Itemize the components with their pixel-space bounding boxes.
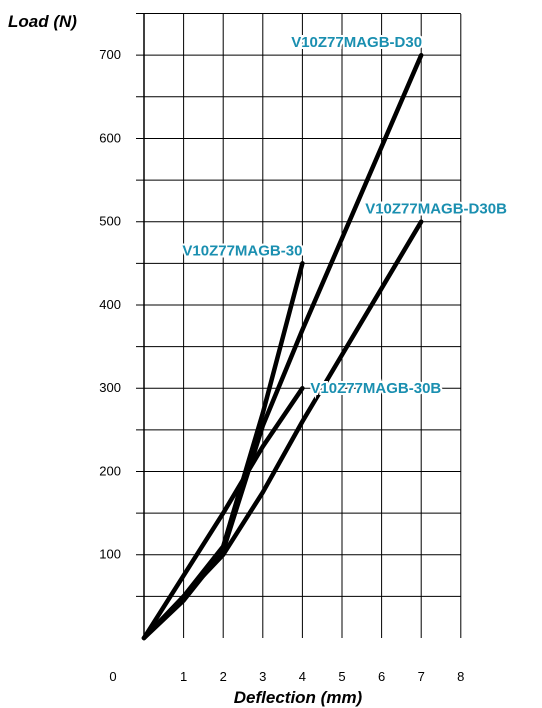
y-tick-label: 100 <box>99 547 121 562</box>
series-label: V10Z77MAGB-30 <box>182 242 302 259</box>
x-tick-label: 4 <box>299 669 306 684</box>
x-tick-label: 5 <box>338 669 345 684</box>
y-tick-label: 400 <box>99 297 121 312</box>
y-tick-label: 700 <box>99 47 121 62</box>
series-label: V10Z77MAGB-D30 <box>291 34 422 51</box>
grid <box>136 13 462 638</box>
series-label: V10Z77MAGB-30B <box>310 380 441 397</box>
x-tick-label: 2 <box>220 669 227 684</box>
x-tick-label: 1 <box>180 669 187 684</box>
series-line <box>141 385 305 641</box>
y-tick-label: 200 <box>99 463 121 478</box>
y-tick-label: 500 <box>99 214 121 229</box>
y-axis-title: Load (N) <box>8 12 77 31</box>
series-labels: V10Z77MAGB-30 V10Z77MAGB-D30 V10Z77MAGB-D3… <box>180 32 509 399</box>
x-tick-label: 6 <box>378 669 385 684</box>
series-line <box>141 219 424 641</box>
series-lines <box>141 52 424 641</box>
x-axis-title: Deflection (mm) <box>234 688 363 707</box>
series-label: V10Z77MAGB-D30B <box>365 201 507 218</box>
tick-labels: 1 2 3 4 5 6 7 8 100 200 300 400 500 600 700 <box>99 47 464 684</box>
origin-label: 0 <box>109 669 116 684</box>
y-tick-label: 300 <box>99 380 121 395</box>
x-tick-label: 8 <box>457 669 464 684</box>
x-tick-label: 7 <box>418 669 425 684</box>
x-tick-label: 3 <box>259 669 266 684</box>
y-tick-label: 600 <box>99 130 121 145</box>
